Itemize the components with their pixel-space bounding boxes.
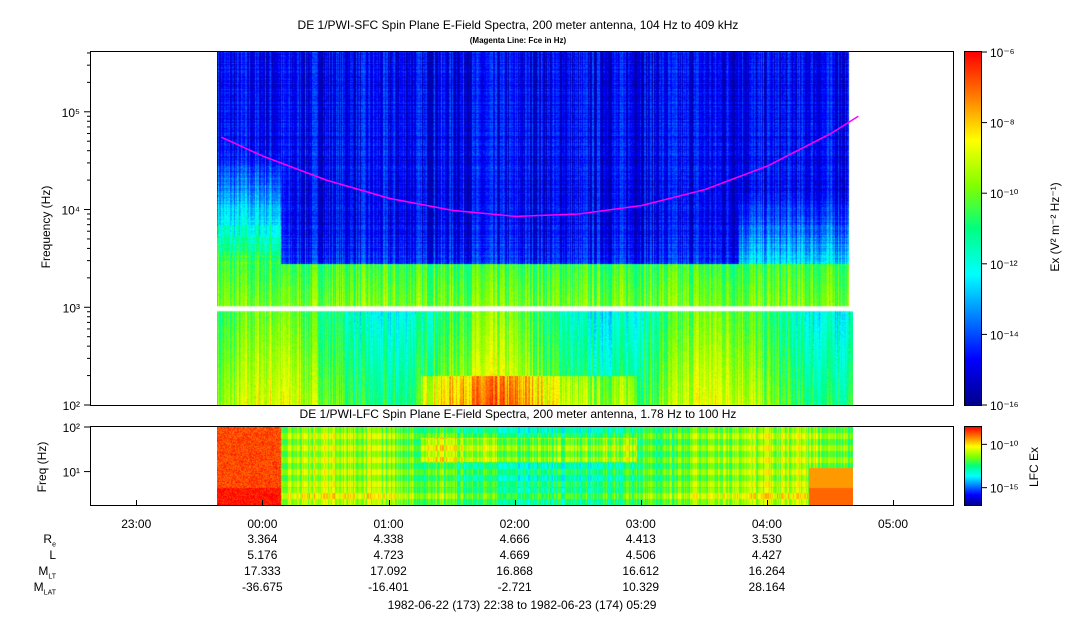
time-tick (136, 500, 138, 506)
time-tick (388, 500, 390, 506)
top-colorbar-tick-label: 10⁻⁸ (990, 117, 1015, 131)
ephemeris-label-text: M (38, 564, 49, 578)
time-tick (766, 500, 768, 506)
time-tick (893, 500, 895, 506)
bottom-colorbar-label: LFC Ex (1027, 447, 1041, 488)
time-tick-label: 05:00 (878, 517, 909, 531)
top-colorbar-tick-label: 10⁻⁶ (990, 46, 1015, 60)
ephemeris-row-label: MLAT (0, 580, 56, 596)
ephemeris-label-subscript: e (52, 541, 56, 549)
ephemeris-value: 16.264 (748, 564, 786, 578)
ephemeris-value: 4.427 (751, 548, 782, 562)
top-colorbar-tick-label: 10⁻¹⁰ (990, 187, 1019, 201)
bottom-spectrogram-image (217, 427, 853, 505)
ephemeris-value: 10.329 (622, 580, 660, 594)
bottom-spectrogram-panel (90, 426, 954, 506)
ephemeris-table: Re 3.364 4.338 4.666 4.413 3.530 L 5.176 4.723 4.… (0, 532, 1083, 596)
bottom-y-axis-label: Freq (Hz) (35, 441, 49, 493)
ephemeris-value: -36.675 (242, 580, 283, 594)
ephemeris-row-label: Re (0, 532, 56, 548)
time-tick (262, 500, 264, 506)
ephemeris-label-text: R (43, 532, 53, 546)
fce-line-overlay (221, 115, 859, 218)
time-tick-label: 00:00 (247, 517, 278, 531)
top-y-axis: 10² 10³ 10⁴ 10⁵ (61, 52, 90, 413)
ephemeris-label-subscript: LAT (43, 589, 56, 597)
time-tick-label: 04:00 (751, 517, 782, 531)
ephemeris-value: -2.721 (497, 580, 532, 594)
top-chart-title: DE 1/PWI-SFC Spin Plane E-Field Spectra,… (297, 18, 739, 32)
top-spectrogram-panel (90, 51, 954, 406)
ephemeris-value: 4.666 (499, 532, 530, 546)
ephemeris-label-text: L (49, 548, 56, 562)
time-axis: 23:00 00:00 01:00 02:00 03:00 04:00 05:00 (0, 500, 1083, 536)
time-tick (514, 500, 516, 506)
fce-line (221, 115, 859, 218)
bottom-chart-title: DE 1/PWI-LFC Spin Plane E-Field Spectra,… (299, 407, 737, 421)
top-y-axis-label: Frequency (Hz) (39, 185, 53, 269)
ephemeris-row-label: L (0, 548, 56, 562)
time-tick (640, 500, 642, 506)
top-colorbar-tick-label: 10⁻¹⁴ (990, 328, 1019, 342)
ephemeris-value: 4.723 (373, 548, 404, 562)
bottom-y-tick-label: 10¹ (63, 466, 80, 480)
top-y-tick-label: 10⁵ (62, 106, 80, 120)
ephemeris-label-subscript: LT (48, 573, 56, 581)
top-y-tick-label: 10³ (63, 301, 80, 315)
top-colorbar-tick-label: 10⁻¹⁶ (990, 399, 1019, 413)
time-range-label: 1982-06-22 (173) 22:38 to 1982-06-23 (17… (387, 598, 657, 612)
ephemeris-value: 16.868 (496, 564, 533, 578)
bottom-colorbar-tick-label: 10⁻¹⁰ (990, 438, 1019, 452)
bottom-colorbar-tick-label: 10⁻¹⁵ (990, 482, 1019, 496)
ephemeris-value: 5.176 (247, 548, 278, 562)
bottom-y-axis: 10¹ 10² (63, 421, 90, 480)
ephemeris-value: -16.401 (368, 580, 409, 594)
ephemeris-value: 4.669 (499, 548, 530, 562)
ephemeris-value: 17.333 (244, 564, 281, 578)
top-colorbar-tick-label: 10⁻¹² (990, 258, 1018, 272)
time-tick-label: 01:00 (373, 517, 404, 531)
top-spectrogram-image (217, 52, 853, 405)
ephemeris-row-label: MLT (0, 564, 56, 580)
ephemeris-label-text: M (33, 580, 44, 594)
bottom-colorbar (964, 426, 982, 506)
top-y-tick-label: 10⁴ (61, 204, 80, 218)
top-chart-subtitle: (Magenta Line: Fce in Hz) (469, 36, 567, 45)
ephemeris-value: 4.338 (373, 532, 404, 546)
ephemeris-value: 3.530 (751, 532, 782, 546)
ephemeris-value: 17.092 (370, 564, 407, 578)
time-tick-label: 23:00 (121, 517, 152, 531)
ephemeris-value: 28.164 (748, 580, 786, 594)
bottom-colorbar-axis: 10⁻¹⁰ 10⁻¹⁵ (982, 438, 1019, 496)
ephemeris-value: 4.413 (625, 532, 656, 546)
ephemeris-value: 3.364 (247, 532, 278, 546)
top-colorbar-label: Ex (V² m⁻² Hz⁻¹) (1048, 182, 1062, 272)
top-colorbar-axis: 10⁻¹⁶ 10⁻¹⁴ 10⁻¹² 10⁻¹⁰ 10⁻⁸ 10⁻⁶ (982, 46, 1019, 413)
bottom-y-tick-label: 10² (63, 421, 80, 435)
time-tick-label: 02:00 (499, 517, 530, 531)
time-tick-label: 03:00 (625, 517, 656, 531)
top-colorbar (964, 51, 982, 406)
ephemeris-value: 16.612 (622, 564, 660, 578)
top-y-tick-label: 10² (63, 399, 80, 413)
ephemeris-value: 4.506 (625, 548, 656, 562)
